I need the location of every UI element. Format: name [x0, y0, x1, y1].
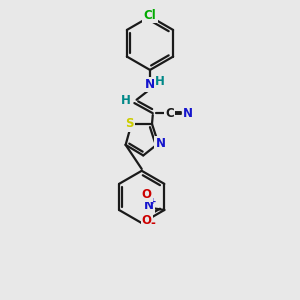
Text: N: N — [145, 78, 155, 91]
Text: +: + — [149, 197, 157, 206]
Text: H: H — [155, 75, 165, 88]
Text: N: N — [144, 200, 154, 212]
Text: O: O — [142, 214, 152, 226]
Text: N: N — [183, 107, 193, 120]
Text: C: C — [165, 107, 174, 120]
Text: S: S — [125, 117, 134, 130]
Text: Cl: Cl — [144, 9, 156, 22]
Text: -: - — [151, 217, 156, 230]
Text: N: N — [156, 137, 166, 150]
Text: H: H — [121, 94, 131, 107]
Text: O: O — [142, 188, 152, 201]
